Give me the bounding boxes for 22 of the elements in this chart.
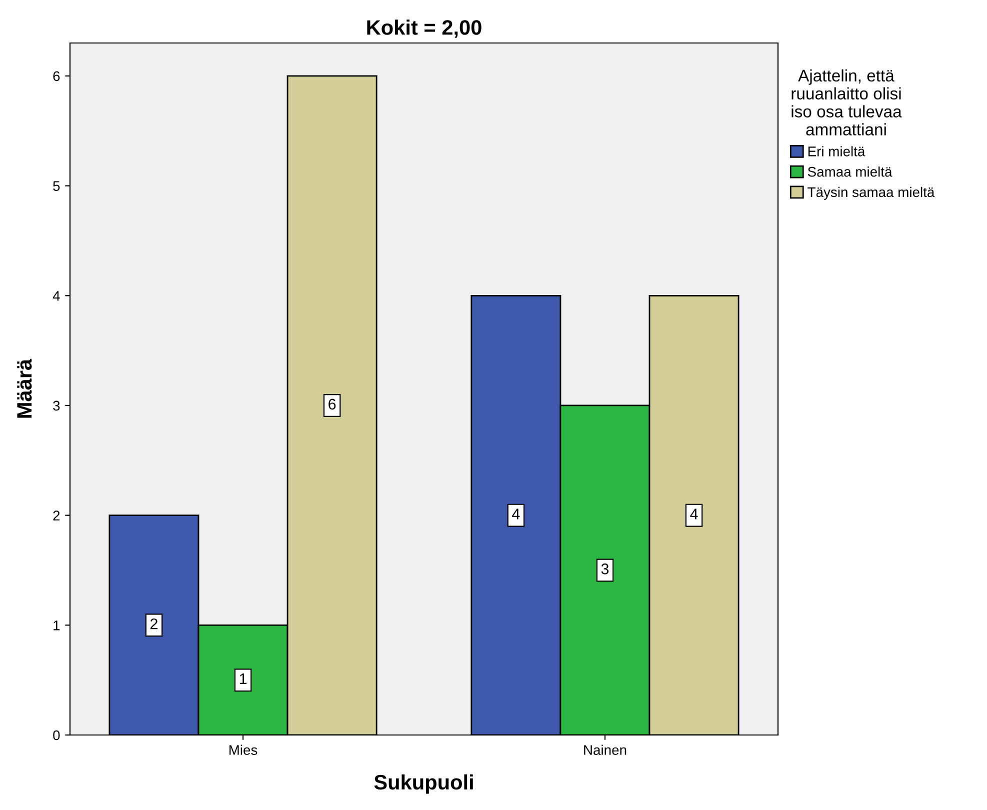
- chart-title: Kokit = 2,00: [367, 20, 482, 38]
- legend-label: Eri mieltä: [808, 146, 866, 156]
- legend-label: Täysin samaa mieltä: [808, 186, 935, 200]
- y-tick-label: 4: [52, 291, 60, 301]
- data-label: 4: [690, 508, 698, 520]
- x-axis-title: Sukupuoli: [374, 774, 473, 794]
- y-tick-label: 3: [53, 400, 60, 411]
- y-axis-title: Määrä: [17, 358, 32, 418]
- x-tick-label: Nainen: [584, 744, 626, 755]
- legend-label: Samaa mieltä: [808, 166, 892, 177]
- data-label: 4: [512, 508, 520, 520]
- data-label: 2: [150, 618, 158, 630]
- y-tick-label: 2: [53, 510, 60, 520]
- y-tick-label: 1: [54, 620, 60, 630]
- legend-title: Ajattelin, että ruuanlaitto olisi iso osa tulevaa ammattiani: [792, 69, 902, 136]
- y-tick-label: 6: [53, 71, 60, 82]
- y-tick-label: 5: [53, 181, 60, 191]
- data-label: 3: [601, 564, 609, 574]
- data-label: 1: [240, 674, 247, 684]
- data-label: 6: [328, 398, 336, 410]
- x-tick-label: Mies: [229, 744, 258, 755]
- y-tick-label: 0: [53, 730, 60, 740]
